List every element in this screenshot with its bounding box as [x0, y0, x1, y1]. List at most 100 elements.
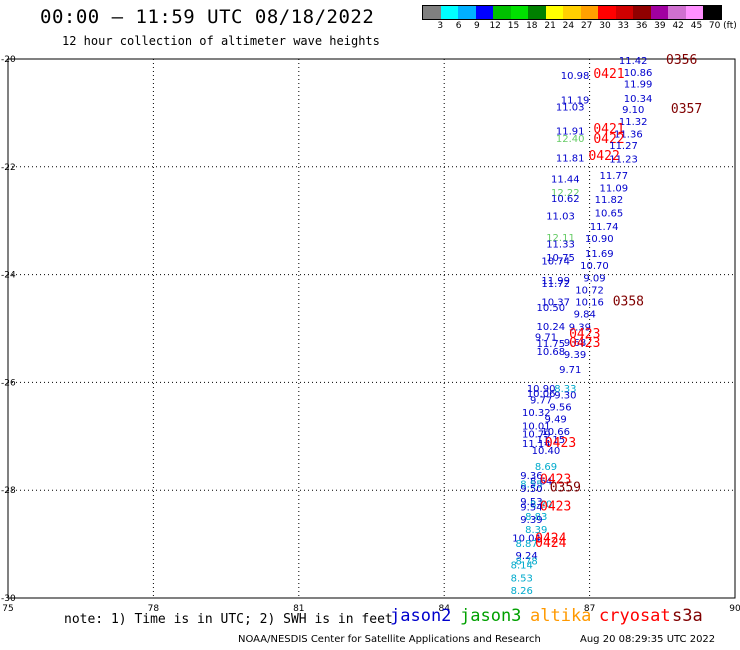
- wave-height-observation: 11.82: [595, 195, 624, 206]
- wave-height-observation: 9.30: [554, 390, 576, 401]
- wave-height-observation: 9.50: [520, 484, 542, 495]
- wave-height-observation: 9.39: [520, 515, 542, 526]
- color-scale-label: 18: [526, 21, 538, 31]
- wave-height-observation: 8.87: [515, 539, 537, 550]
- color-swatch: [458, 6, 476, 19]
- color-swatch: [703, 6, 721, 19]
- wave-height-observation: 11.99: [541, 276, 570, 287]
- color-scale-label: 42: [672, 21, 684, 31]
- wave-height-observation: 10.75: [546, 253, 575, 264]
- wave-height-observation: 8.39: [525, 525, 547, 536]
- color-scale-bar: [422, 5, 722, 20]
- wave-height-observation: 10.86: [624, 68, 653, 79]
- wave-height-observation: 12.22: [551, 188, 580, 199]
- wave-height-observation: 11.03: [556, 102, 585, 113]
- wave-height-observation: 11.99: [624, 79, 653, 90]
- lon-tick-label: 84: [438, 604, 450, 614]
- lat-tick-label: -22: [1, 163, 16, 173]
- wave-height-observation: 8.20: [530, 500, 552, 511]
- wave-height-observation: 10.50: [537, 303, 566, 314]
- wave-height-observation: 11.33: [546, 239, 575, 250]
- color-scale-label: 33: [617, 21, 630, 31]
- wave-height-observation: 11.42: [619, 56, 648, 67]
- wave-height-observation: 8.53: [511, 574, 533, 585]
- legend-satellite-cryosat: cryosat: [599, 606, 671, 626]
- wave-height-observation: 0423: [569, 336, 600, 351]
- wave-height-observation: 0421: [593, 122, 624, 137]
- wave-height-observation: 9.39: [569, 322, 591, 333]
- wave-height-observation: 11.69: [585, 249, 614, 260]
- wave-height-observation: 0421: [593, 67, 624, 82]
- color-swatch: [598, 6, 616, 19]
- wave-height-observation: 11.32: [619, 117, 648, 128]
- wave-height-observation: 11.15: [537, 435, 566, 446]
- color-scale-label: 24: [562, 21, 575, 31]
- map-frame: [7, 58, 736, 599]
- color-scale-label: 39: [654, 21, 666, 31]
- color-scale-label: 9: [474, 21, 480, 31]
- wave-height-observation: 10.06: [527, 389, 556, 400]
- wave-height-observation: 8.26: [511, 586, 533, 597]
- color-scale-label: 27: [580, 21, 593, 31]
- color-swatch: [615, 6, 633, 19]
- color-swatch: [545, 6, 563, 19]
- footer-timestamp: Aug 20 08:29:35 UTC 2022: [580, 634, 716, 645]
- wave-height-observation: 11.36: [614, 129, 643, 140]
- color-swatch: [440, 6, 458, 19]
- wave-height-observation: 8.55: [520, 480, 542, 491]
- wave-height-observation: 9.68: [564, 338, 586, 349]
- wave-height-observation: 11.44: [551, 175, 580, 186]
- wave-height-observation: 8.69: [535, 462, 557, 473]
- wave-height-observation: 0358: [613, 295, 644, 310]
- wave-height-observation: 9.49: [545, 415, 567, 426]
- wave-height-observation: 11.03: [546, 211, 575, 222]
- wave-height-observation: 10.98: [561, 71, 590, 82]
- color-swatch: [685, 6, 703, 19]
- legend-note: note: 1) Time is in UTC; 2) SWH is in fe…: [64, 612, 393, 627]
- wave-height-observation: 10.70: [580, 261, 609, 272]
- wave-height-observation: 8.14: [511, 561, 533, 572]
- wave-height-observation: 11.27: [609, 141, 638, 152]
- wave-height-observation: 11.81: [556, 154, 585, 165]
- wave-height-observation: 11.74: [590, 222, 619, 233]
- color-swatch: [633, 6, 651, 19]
- color-swatch: [493, 6, 511, 19]
- wave-height-observation: 11.77: [600, 171, 629, 182]
- wave-height-observation: 0423: [540, 499, 571, 514]
- page-subtitle: 12 hour collection of altimeter wave hei…: [62, 34, 380, 48]
- wave-height-observation: 10.62: [551, 194, 580, 205]
- wave-height-observation: 12.11: [546, 233, 575, 244]
- wave-height-observation: 9.77: [530, 396, 552, 407]
- wave-height-observation: 9.54: [520, 502, 542, 513]
- wave-height-observation: 10.24: [537, 322, 566, 333]
- color-scale-label: 36: [635, 21, 648, 31]
- wave-height-observation: 10.90: [527, 384, 556, 395]
- color-swatch: [580, 6, 598, 19]
- color-swatch: [563, 6, 581, 19]
- wave-height-observation: 9.71: [559, 365, 581, 376]
- wave-height-observation: 0422: [593, 132, 624, 147]
- wave-height-observation: 0359: [550, 481, 581, 496]
- wave-height-observation: 10.16: [575, 298, 604, 309]
- color-scale-label: 15: [507, 21, 520, 31]
- color-swatch: [510, 6, 528, 19]
- lat-tick-label: -30: [1, 594, 16, 604]
- legend-satellite-jason3: jason3: [460, 606, 522, 626]
- color-swatch: [423, 6, 441, 19]
- lon-tick-label: 78: [148, 604, 160, 614]
- wave-height-observation: 8.83: [525, 512, 547, 523]
- wave-height-observation: 0422: [588, 149, 619, 164]
- wave-height-observation: 10.34: [624, 94, 653, 105]
- wave-height-observation: 9.56: [549, 403, 571, 414]
- color-scale-label: 45: [690, 21, 703, 31]
- wave-height-observation: 10.04: [512, 534, 541, 545]
- footer-credit: NOAA/NESDIS Center for Satellite Applica…: [238, 634, 541, 645]
- wave-height-observation: 0357: [671, 102, 702, 117]
- wave-height-observation: 10.40: [532, 446, 561, 457]
- lat-tick-label: -24: [1, 271, 16, 281]
- wave-height-observation: 10.66: [541, 427, 570, 438]
- color-scale-label: 21: [544, 21, 556, 31]
- wave-height-observation: 9.10: [622, 105, 644, 116]
- wave-height-observation: 8.78: [515, 556, 537, 567]
